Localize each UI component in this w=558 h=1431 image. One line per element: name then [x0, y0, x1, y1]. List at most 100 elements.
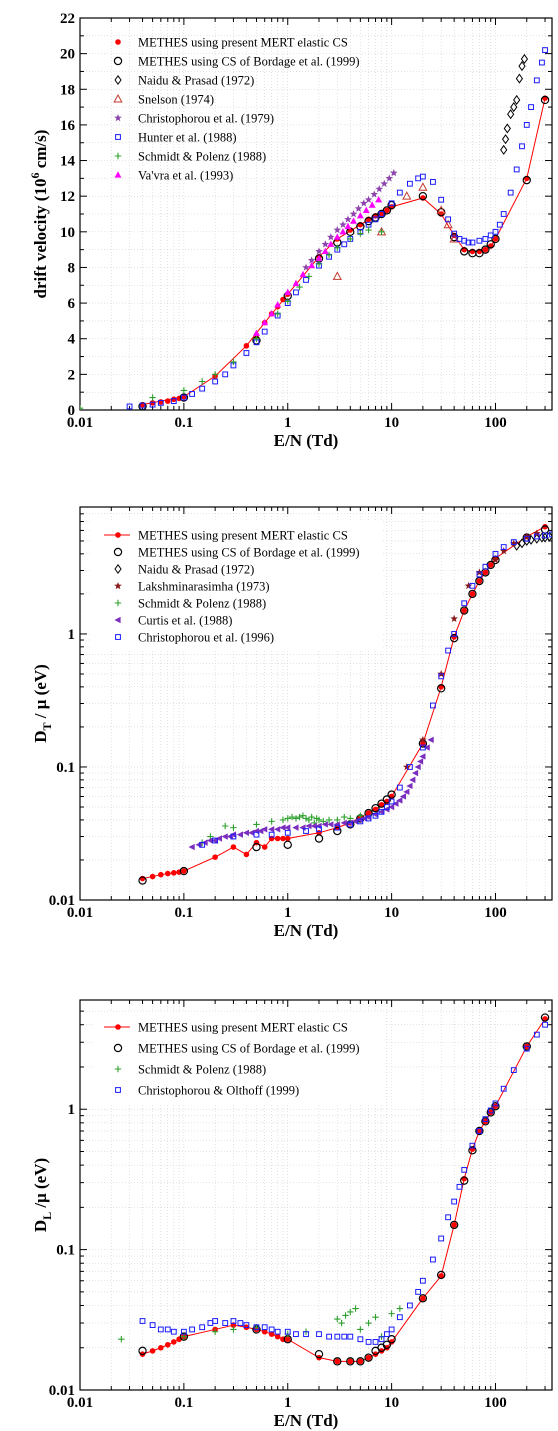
data-point	[222, 822, 229, 830]
data-point	[180, 387, 188, 394]
data-point	[139, 1318, 146, 1324]
data-point	[325, 816, 333, 824]
data-point	[253, 329, 260, 336]
data-point	[540, 95, 550, 105]
data-point	[388, 1326, 395, 1333]
data-point	[199, 841, 206, 848]
y-tick-label: 1	[68, 627, 76, 643]
data-point	[292, 824, 299, 831]
data-point	[469, 591, 476, 597]
data-point	[513, 166, 520, 173]
data-point	[436, 684, 446, 693]
y-tick-label: 1	[68, 1102, 76, 1118]
x-tick-label: 100	[484, 1395, 507, 1411]
data-point	[189, 1326, 195, 1333]
data-point	[296, 283, 303, 291]
data-point	[542, 1016, 548, 1022]
data-point	[157, 1326, 164, 1333]
data-point	[339, 220, 347, 228]
data-point	[268, 831, 275, 838]
data-point	[487, 232, 494, 239]
data-point	[486, 240, 495, 249]
data-point	[321, 821, 328, 828]
data-point	[221, 833, 228, 840]
data-point	[399, 793, 407, 800]
data-point	[199, 1324, 206, 1331]
legend-marker	[113, 1043, 123, 1053]
data-point	[346, 1357, 355, 1366]
data-point	[510, 102, 518, 113]
data-point	[438, 1235, 445, 1242]
y-tick-label: 0.1	[56, 1243, 75, 1259]
data-point	[230, 358, 237, 366]
data-point	[299, 270, 307, 278]
y-tick-label: 0	[68, 403, 76, 419]
data-point	[342, 1312, 349, 1319]
data-point	[476, 571, 483, 578]
data-point	[445, 647, 452, 654]
data-point	[418, 182, 428, 191]
data-point	[486, 1108, 495, 1117]
legend-label: METHES using CS of Bordage et al. (1999)	[138, 1042, 360, 1056]
data-point	[533, 77, 540, 84]
data-point	[347, 235, 354, 243]
data-point	[396, 1305, 404, 1312]
data-point	[341, 241, 348, 248]
data-point	[293, 289, 299, 296]
data-point	[346, 819, 353, 827]
data-point	[419, 753, 426, 760]
data-point	[449, 633, 459, 643]
data-point	[491, 1102, 500, 1111]
legend-label: METHES using present MERT elastic CS	[138, 1021, 348, 1035]
data-point	[253, 821, 260, 828]
data-point	[388, 798, 395, 805]
data-point	[305, 273, 313, 280]
data-point	[469, 1142, 476, 1149]
data-point	[339, 228, 347, 235]
data-point	[274, 1333, 281, 1340]
data-point	[284, 835, 291, 842]
data-point	[364, 216, 373, 226]
data-point	[158, 1344, 164, 1351]
data-point	[476, 1128, 483, 1134]
data-point	[334, 824, 341, 831]
data-point	[288, 813, 296, 821]
data-point	[354, 204, 363, 212]
data-point	[274, 310, 281, 317]
data-point	[302, 815, 310, 822]
data-point	[212, 378, 219, 385]
data-point	[126, 403, 133, 410]
data-point	[351, 818, 359, 825]
x-tick-label: 10	[384, 415, 399, 431]
data-point	[396, 784, 403, 791]
legend-box	[94, 1012, 384, 1104]
data-point	[464, 581, 473, 590]
data-point	[523, 1045, 530, 1052]
data-point	[416, 758, 424, 765]
data-point	[284, 829, 291, 836]
data-point	[465, 239, 472, 246]
data-point	[438, 673, 445, 680]
data-point	[503, 123, 511, 134]
y-tick-label: 4	[68, 332, 76, 348]
data-point	[372, 1339, 379, 1345]
data-point	[280, 835, 286, 842]
data-point	[451, 634, 457, 640]
data-point	[340, 819, 347, 827]
y-tick-label: 6	[68, 296, 76, 312]
data-point	[371, 811, 379, 818]
data-point	[314, 1349, 324, 1359]
data-point	[230, 833, 237, 840]
legend-marker	[115, 39, 121, 45]
data-point	[420, 1295, 426, 1302]
data-point	[388, 200, 395, 207]
legend-label: METHES using CS of Bordage et al. (1999)	[138, 55, 360, 69]
data-point	[341, 813, 348, 821]
data-point	[364, 195, 373, 203]
data-point	[334, 244, 341, 252]
data-point	[469, 582, 476, 589]
legend: METHES using present MERT elastic CS METH…	[92, 520, 382, 650]
data-point	[387, 1335, 396, 1344]
data-point	[179, 393, 189, 402]
data-point	[475, 1126, 484, 1136]
